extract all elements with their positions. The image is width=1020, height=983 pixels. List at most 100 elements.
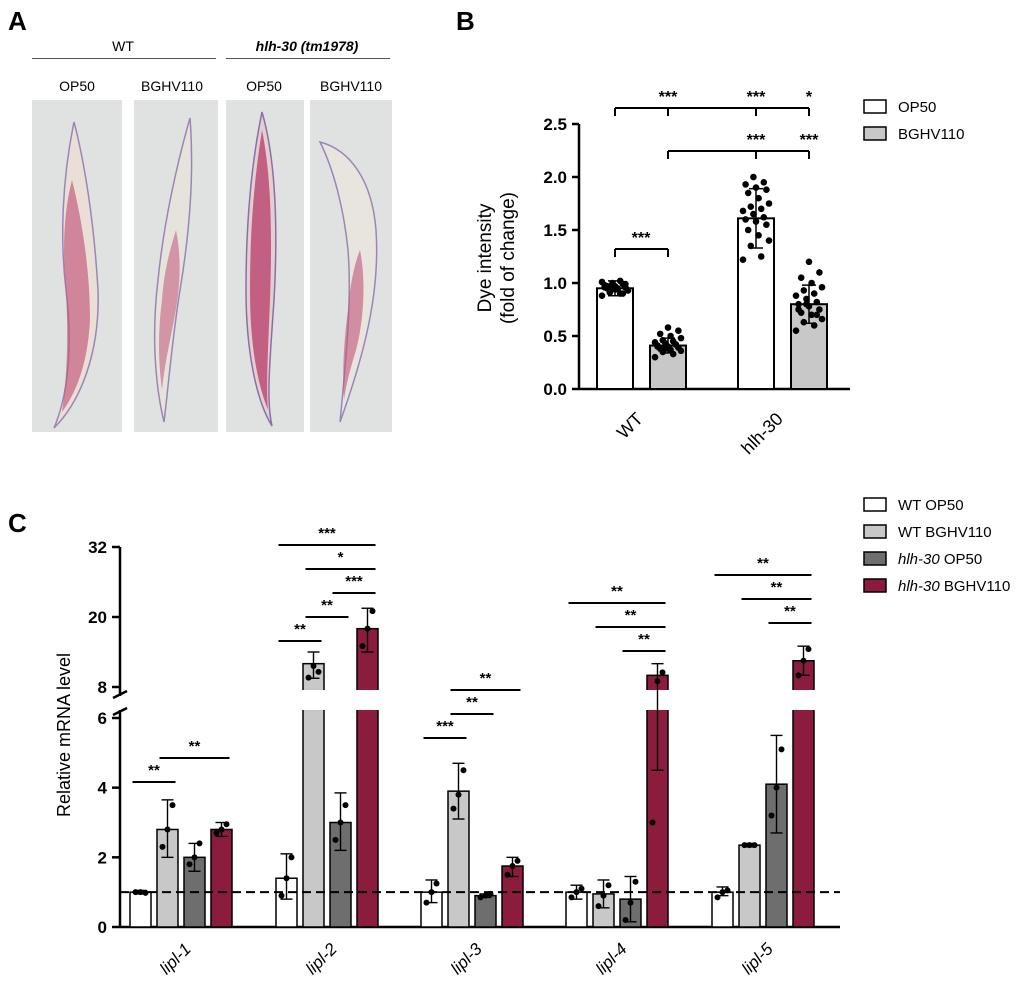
chart-b-point	[742, 181, 749, 188]
chart-c-point	[573, 889, 580, 896]
chart-c-point	[196, 840, 203, 847]
chart-b-ytick-label: 2.5	[543, 115, 567, 134]
chart-c-ytick-label: 20	[88, 608, 107, 627]
chart-c-sig-label: **	[611, 583, 623, 600]
chart-c-legend-label: hlh-30 BGHV110	[898, 578, 1010, 595]
chart-c-legend-genotype: WT	[898, 497, 921, 514]
chart-b-point	[765, 237, 773, 244]
chart-b-legend-op50: OP50	[898, 99, 936, 116]
chart-b-point	[757, 253, 765, 260]
chart-b-point	[624, 287, 632, 294]
chart-c-bar	[474, 894, 497, 928]
chart-b-point	[750, 173, 757, 181]
chart-b-point	[763, 221, 770, 228]
chart-b-point	[656, 330, 664, 338]
chart-b-point	[800, 318, 808, 326]
chart-c-point	[369, 608, 376, 615]
chart-c-point	[768, 812, 775, 819]
chart-c-sig-label: **	[757, 555, 769, 572]
chart-c-point	[627, 899, 634, 906]
chart-b-sig-label: ***	[800, 132, 819, 149]
chart-b-point	[601, 283, 608, 291]
chart-c-point	[800, 657, 807, 664]
chart-b-ytick-label: 2.0	[543, 168, 567, 187]
wt-group-rule	[32, 58, 216, 59]
chart-b-ylabel-line2: (fold of change)	[498, 192, 519, 324]
chart-b-point	[818, 283, 826, 291]
chart-c-axis-break-mark	[112, 689, 128, 700]
chart-c-bar	[302, 662, 325, 928]
chart-c-bar	[711, 891, 734, 928]
chart-c-legend-swatch	[863, 524, 887, 539]
chart-b-sig-label: ***	[632, 230, 651, 247]
chart-b-ylabel-line1: Dye intensity	[475, 203, 496, 312]
chart-c-ytick-label: 2	[98, 848, 107, 867]
chart-b-point	[739, 207, 747, 215]
chart-c-legend-condition: BGHV110	[921, 524, 992, 541]
chart-b-sig-label: ***	[659, 89, 678, 106]
chart-c-point	[595, 903, 602, 910]
chart-c-bar	[329, 821, 352, 928]
col-label-mut-bghv110: BGHV110	[320, 78, 382, 94]
chart-c-xtick-label: lipl-4	[592, 939, 631, 978]
chart-c-point	[514, 857, 521, 864]
chart-c-point	[342, 802, 349, 809]
chart-b-point	[795, 306, 802, 313]
chart-b-point	[606, 289, 614, 296]
chart-c-point	[773, 784, 780, 791]
chart-c-point	[450, 805, 457, 812]
chart-b-xtick-wt: WT	[613, 409, 647, 443]
chart-b-point	[662, 345, 669, 353]
chart-c-sig-label: **	[480, 670, 492, 687]
chart-c-point	[805, 646, 812, 653]
chart-b-point	[750, 210, 757, 218]
chart-c-point	[578, 885, 585, 892]
chart-b-point	[792, 292, 800, 300]
chart-c-legend-label: WT OP50	[898, 497, 964, 514]
chart-c-ytick-label: 0	[98, 918, 107, 937]
chart-b-legend-bghv110: BGHV110	[898, 126, 964, 143]
chart-c-point	[719, 889, 726, 896]
chart-c-point	[568, 894, 575, 901]
chart-c-point	[632, 878, 639, 885]
chart-c-point	[359, 643, 366, 650]
mutant-group-header: hlh-30 (tm1978)	[255, 38, 359, 54]
chart-b-point	[765, 200, 773, 207]
chart-c-xtick-label: lipl-5	[738, 939, 777, 978]
chart-b-point	[816, 269, 823, 276]
chart-c-point	[795, 672, 802, 679]
chart-c-point	[455, 791, 462, 798]
chart-c-point	[605, 882, 612, 889]
chart-c-bar	[765, 783, 788, 928]
chart-b-point	[609, 281, 616, 289]
chart-c-bar	[646, 674, 669, 928]
chart-c-point	[714, 894, 721, 901]
chart-c-point	[142, 889, 149, 896]
chart-b-ytick-label: 1.0	[543, 274, 567, 293]
chart-c-point	[332, 836, 339, 843]
chart-b-point	[792, 327, 800, 335]
chart-c-point	[423, 899, 430, 906]
chart-c-point	[337, 819, 344, 826]
chart-c-point	[509, 863, 516, 870]
chart-b-point	[672, 341, 680, 348]
chart-b-xtick-hlh30: hlh-30	[737, 409, 787, 459]
chart-b-point	[808, 311, 815, 319]
chart-c-sig-label: ***	[345, 573, 363, 590]
col-label-wt-op50: OP50	[59, 78, 95, 94]
chart-c-bar	[738, 844, 761, 928]
chart-c-sig-label: **	[625, 607, 637, 624]
chart-b-legend-swatch-bghv110	[863, 126, 887, 141]
chart-c-ytick-label: 8	[98, 678, 107, 697]
chart-c-bar	[275, 877, 298, 928]
chart-c-sig-label: **	[466, 694, 478, 711]
chart-c-point	[223, 821, 230, 828]
chart-b-point	[755, 194, 762, 202]
chart-b-point	[805, 258, 813, 266]
chart-c-ylabel: Relative mRNA level	[54, 653, 74, 817]
chart-c-xtick-label: lipl-3	[447, 939, 486, 978]
chart-b-point	[739, 256, 747, 263]
chart-c-point	[746, 842, 753, 849]
chart-c-point	[659, 669, 666, 676]
chart-c-point	[132, 889, 139, 896]
